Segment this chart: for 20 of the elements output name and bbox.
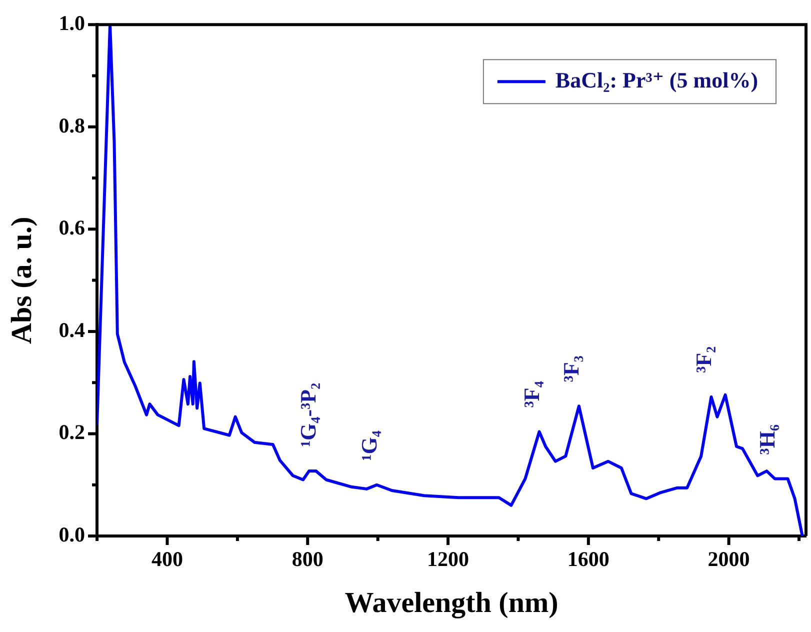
x-tick-label: 400 xyxy=(151,547,183,572)
x-tick-label: 800 xyxy=(292,547,324,572)
annotation: ³F₂ xyxy=(690,346,716,373)
annotation: ¹G₄-³P₂ xyxy=(296,382,321,448)
text: 0.0 xyxy=(58,522,86,546)
annotation: ¹G₄ xyxy=(356,430,382,461)
annotation: ³H₆ xyxy=(754,424,780,455)
text: 1.0 xyxy=(58,11,86,36)
x-tick-label: 1200 xyxy=(427,547,470,572)
legend-label: BaCl₂: Pr³⁺ (5 mol%) xyxy=(555,67,758,92)
x-axis-title: Wavelength (nm) xyxy=(344,587,558,620)
y-tick-label: 0.2 xyxy=(58,420,86,444)
y-tick-label: 0.8 xyxy=(58,113,86,138)
y-tick-label: 0.6 xyxy=(58,216,86,240)
annotation: ³F₄ xyxy=(518,380,544,408)
x-tick-label: 2000 xyxy=(708,547,750,572)
y-axis-title: Abs (a. u.) xyxy=(6,216,38,344)
y-tick-label: 0.4 xyxy=(58,318,86,342)
annotation: ³F₃ xyxy=(558,355,584,382)
x-tick-label: 1600 xyxy=(567,547,610,572)
